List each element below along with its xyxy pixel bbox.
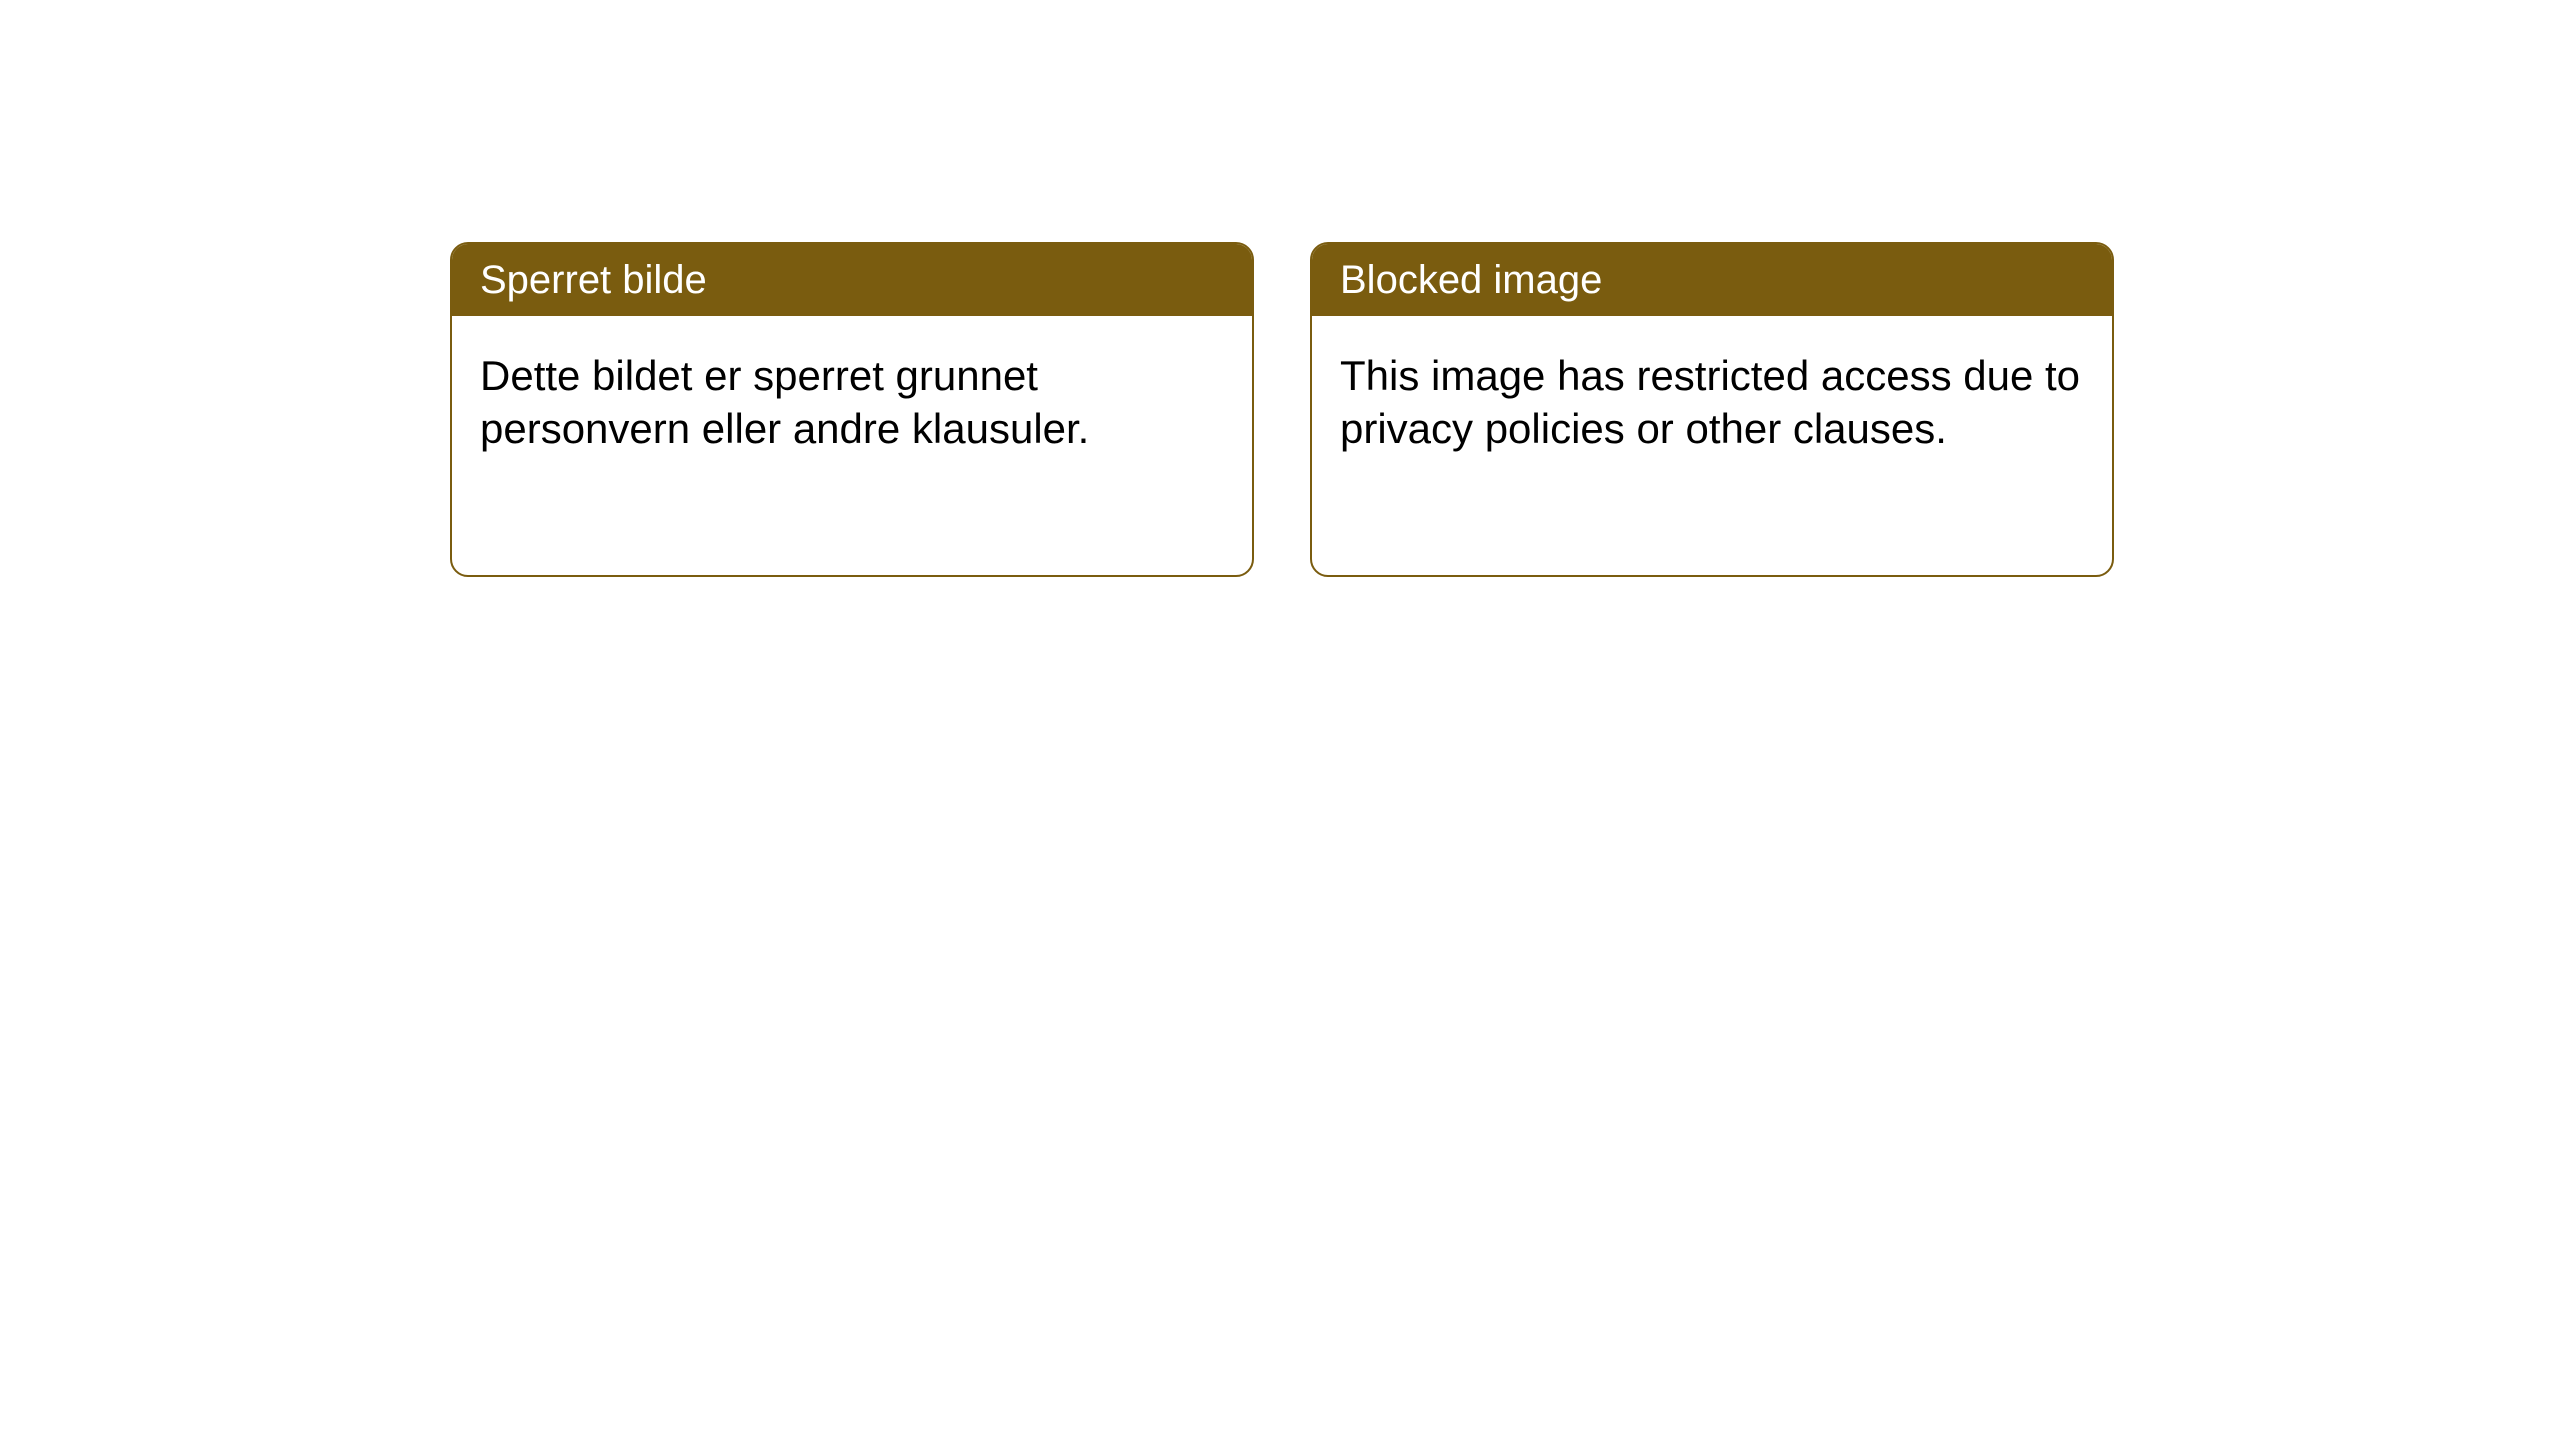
- notice-body-text: Dette bildet er sperret grunnet personve…: [480, 352, 1089, 452]
- notice-header: Blocked image: [1312, 244, 2112, 316]
- notice-title: Sperret bilde: [480, 258, 707, 302]
- notice-body: This image has restricted access due to …: [1312, 316, 2112, 489]
- notice-container: Sperret bilde Dette bildet er sperret gr…: [450, 242, 2114, 577]
- notice-box-norwegian: Sperret bilde Dette bildet er sperret gr…: [450, 242, 1254, 577]
- notice-box-english: Blocked image This image has restricted …: [1310, 242, 2114, 577]
- notice-body-text: This image has restricted access due to …: [1340, 352, 2080, 452]
- notice-body: Dette bildet er sperret grunnet personve…: [452, 316, 1252, 489]
- notice-title: Blocked image: [1340, 258, 1602, 302]
- notice-header: Sperret bilde: [452, 244, 1252, 316]
